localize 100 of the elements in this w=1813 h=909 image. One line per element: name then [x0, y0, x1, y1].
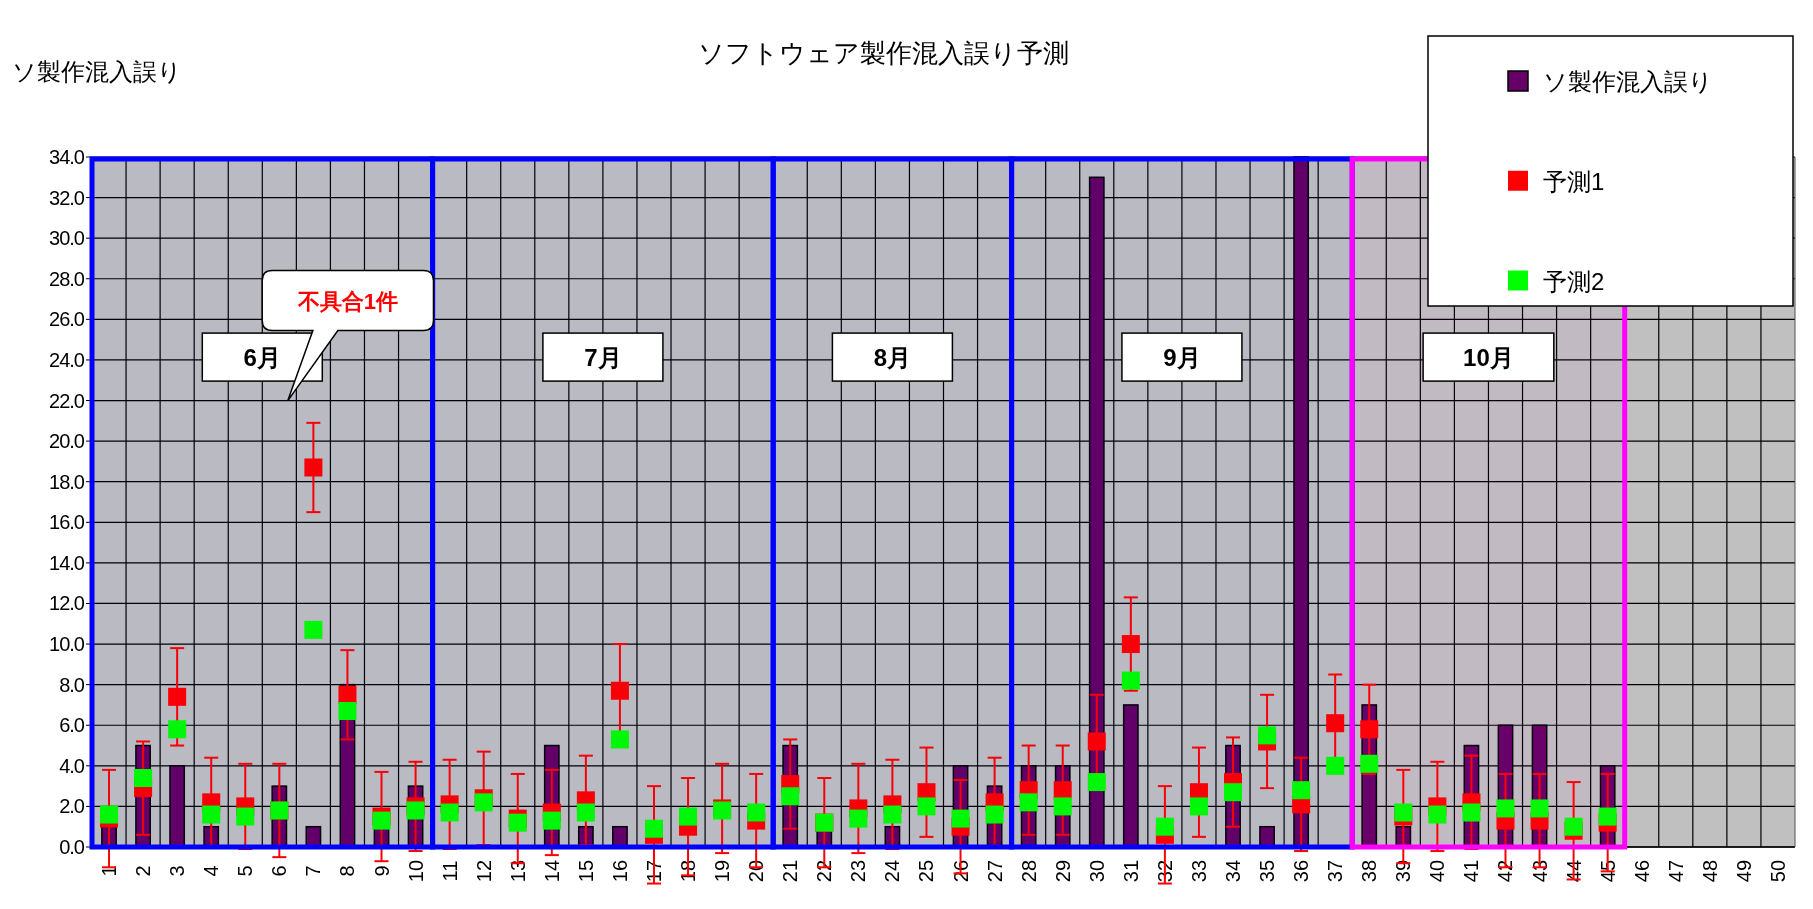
point: [644, 819, 663, 838]
point: [100, 805, 119, 824]
point: [202, 805, 221, 824]
point: [440, 803, 459, 822]
x-tick-label: 2: [132, 865, 155, 877]
point: [610, 730, 629, 749]
point: [338, 702, 357, 721]
x-tick-label: 12: [472, 859, 495, 883]
x-tick-label: 36: [1290, 859, 1313, 883]
point: [1564, 817, 1583, 836]
point: [781, 787, 800, 806]
x-tick-label: 7: [302, 865, 325, 877]
x-tick-label: 15: [574, 859, 597, 883]
point: [1189, 797, 1208, 816]
point: [1155, 817, 1174, 836]
x-tick-label: 24: [881, 859, 904, 883]
y-tick-label: 10.0: [49, 633, 85, 656]
legend-label: 予測1: [1543, 167, 1605, 195]
point: [406, 801, 425, 820]
point: [1496, 799, 1515, 818]
point: [1360, 754, 1379, 773]
point: [849, 809, 868, 828]
legend-label: ソ製作混入誤り: [1543, 68, 1713, 95]
x-tick-label: 4: [200, 865, 223, 877]
x-tick-label: 27: [983, 859, 1006, 883]
point: [304, 620, 323, 639]
x-tick-label: 11: [438, 860, 461, 882]
point: [168, 720, 187, 739]
x-tick-label: 3: [166, 865, 189, 877]
x-tick-label: 28: [1017, 859, 1040, 883]
point: [168, 687, 187, 706]
point: [883, 805, 902, 824]
y-tick-label: 14.0: [49, 551, 85, 574]
y-tick-label: 24.0: [49, 348, 85, 371]
point: [1121, 671, 1140, 690]
y-tick-label: 26.0: [49, 308, 85, 331]
point: [747, 803, 766, 822]
x-tick-label: 33: [1187, 859, 1210, 883]
point: [542, 811, 561, 830]
point: [1224, 783, 1243, 802]
x-tick-label: 50: [1766, 859, 1789, 883]
x-tick-label: 37: [1324, 859, 1347, 883]
point: [134, 769, 153, 787]
point: [1598, 807, 1617, 826]
point: [1053, 797, 1072, 816]
y-tick-label: 18.0: [49, 470, 85, 493]
y-tick-label: 34.0: [49, 146, 85, 168]
y-tick-label: 0.0: [59, 836, 85, 858]
x-tick-label: 10: [404, 859, 427, 883]
x-tick-label: 9: [370, 865, 393, 877]
point: [985, 805, 1004, 824]
point: [1428, 805, 1447, 824]
y-tick-label: 16.0: [49, 511, 85, 534]
x-tick-label: 29: [1051, 859, 1074, 883]
point: [610, 681, 629, 700]
point: [304, 458, 323, 477]
x-tick-label: 5: [234, 865, 257, 877]
point: [1087, 732, 1106, 751]
y-tick-label: 22.0: [49, 389, 85, 412]
point: [1121, 635, 1140, 654]
point: [1326, 756, 1345, 775]
y-tick-label: 30.0: [49, 227, 85, 250]
x-tick-label: 48: [1698, 859, 1721, 883]
x-tick-label: 23: [847, 859, 870, 883]
point: [474, 793, 493, 812]
point: [1394, 803, 1413, 822]
y-tick-label: 20.0: [49, 430, 85, 453]
point: [508, 813, 527, 832]
point: [372, 811, 391, 830]
point: [679, 807, 698, 826]
x-tick-label: 49: [1732, 859, 1755, 883]
x-tick-label: 40: [1426, 859, 1449, 883]
x-tick-label: 41: [1460, 859, 1483, 883]
x-tick-label: 19: [711, 859, 734, 883]
y-tick-label: 28.0: [49, 267, 85, 290]
x-tick-label: 21: [779, 859, 802, 883]
point: [1530, 799, 1549, 818]
x-tick-label: 8: [336, 865, 359, 877]
point: [1258, 726, 1277, 745]
x-tick-label: 47: [1664, 859, 1687, 883]
chart-title: ソフトウェア製作混入誤り予測: [698, 38, 1069, 68]
point: [576, 803, 595, 822]
y-tick-label: 12.0: [49, 592, 85, 615]
annotation: 不具合1件: [296, 288, 398, 314]
y-tick-label: 8.0: [59, 673, 85, 696]
x-tick-label: 30: [1085, 859, 1108, 883]
x-tick-label: 38: [1358, 859, 1381, 883]
y-tick-label: 6.0: [59, 714, 85, 737]
point: [1292, 781, 1311, 800]
x-tick-label: 14: [540, 859, 563, 883]
point: [1087, 773, 1106, 792]
point: [951, 809, 970, 828]
x-tick-label: 25: [915, 859, 938, 883]
point: [1462, 803, 1481, 822]
y-axis-title: ソ製作混入誤り: [12, 58, 182, 85]
y-tick-label: 32.0: [49, 186, 85, 209]
y-tick-label: 2.0: [59, 795, 85, 818]
x-tick-label: 6: [268, 865, 291, 877]
x-tick-label: 31: [1119, 859, 1142, 883]
point: [1326, 714, 1345, 733]
